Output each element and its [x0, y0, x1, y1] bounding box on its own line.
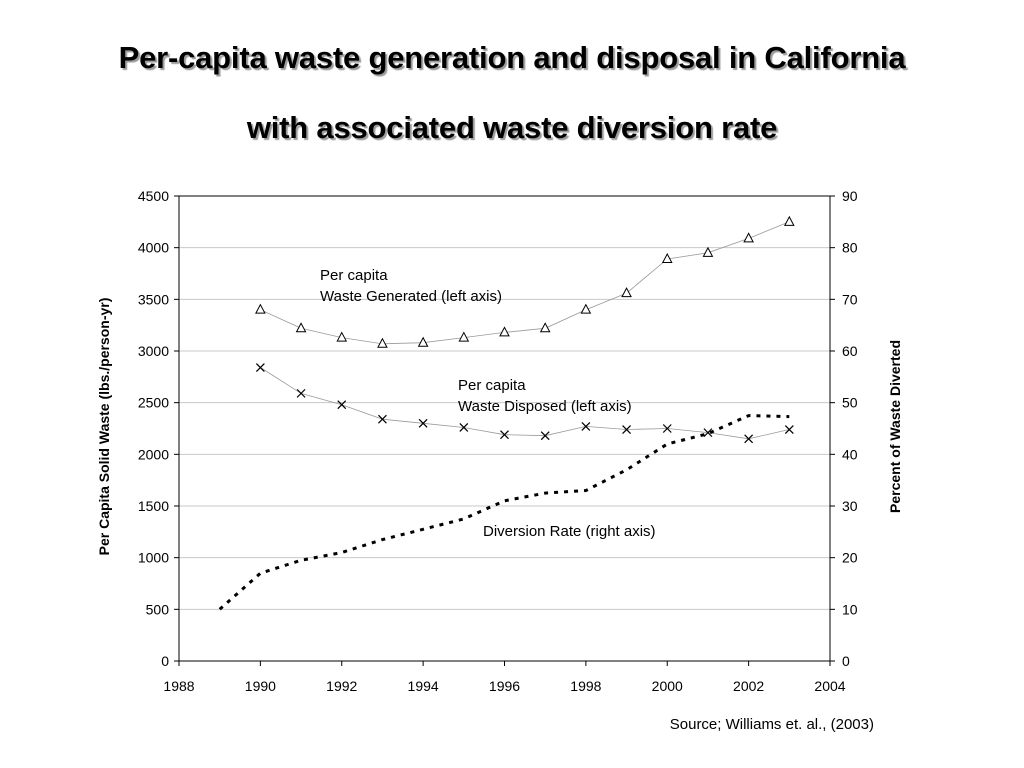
data-point-x — [459, 423, 469, 432]
series-label-2: Per capita Waste Disposed (left axis) — [458, 377, 632, 415]
y-tick-label-right: 0 — [842, 653, 850, 669]
series-layer — [218, 215, 795, 611]
y-tick-label-left: 1500 — [138, 498, 169, 514]
data-point-x-stroke — [459, 423, 469, 432]
y-tick-label-left: 4500 — [138, 188, 169, 204]
series-label-line: Diversion Rate (right axis) — [483, 523, 656, 540]
data-point-x — [500, 430, 509, 440]
data-point-x-stroke — [255, 363, 265, 372]
y-tick-label-right: 10 — [842, 601, 858, 617]
axes: 0 500 1000 1500 2000 2500 3000 3500 4000 4500 0 10 2… — [138, 188, 858, 694]
data-point-x — [744, 434, 754, 444]
data-point-x — [662, 424, 672, 433]
y-tick-label-left: 0 — [161, 653, 169, 669]
y-tick-label-right: 80 — [842, 240, 858, 256]
data-point-triangle — [255, 303, 266, 314]
data-point-x-stroke — [378, 414, 387, 424]
y-tick-label-right: 90 — [842, 188, 858, 204]
data-point-triangle — [499, 326, 510, 337]
series-2 — [255, 363, 794, 444]
data-point-x — [703, 428, 713, 438]
y-tick-label-right: 20 — [842, 550, 858, 566]
y-tick-label-left: 1000 — [138, 550, 169, 566]
data-point-x-stroke — [296, 388, 306, 398]
y-tick-label-right: 40 — [842, 446, 858, 462]
data-point-x — [540, 431, 550, 441]
x-tick-label: 1998 — [570, 678, 601, 694]
series-line — [260, 367, 790, 440]
data-point-x-stroke — [500, 430, 509, 440]
data-point-x — [255, 363, 265, 372]
data-point-x-stroke — [337, 400, 347, 410]
chart-title-line2: with associated waste diversion rate — [246, 110, 778, 145]
data-point-x — [622, 425, 631, 434]
data-point-triangle — [417, 336, 429, 347]
data-point-triangle — [336, 331, 348, 342]
data-point-x — [337, 400, 347, 410]
y-tick-label-left: 3500 — [138, 291, 169, 307]
y-tick-label-right: 60 — [842, 343, 858, 359]
data-point-x-stroke — [581, 422, 591, 431]
series-label-1: Per capita Waste Generated (left axis) — [320, 267, 502, 305]
x-tick-label: 1994 — [408, 678, 439, 694]
y-tick-label-right: 70 — [842, 291, 858, 307]
series-label-line: Per capita — [458, 377, 526, 394]
y-tick-label-right: 50 — [842, 395, 858, 411]
x-tick-label: 2000 — [652, 678, 683, 694]
data-point-triangle — [621, 287, 632, 298]
series-label-line: Waste Generated (left axis) — [320, 288, 502, 305]
data-point-triangle — [539, 322, 551, 333]
data-point-x-stroke — [662, 424, 672, 433]
data-point-x — [378, 414, 387, 424]
plot-frame — [178, 195, 831, 662]
y-tick-label-right: 30 — [842, 498, 858, 514]
data-point-x-stroke — [418, 418, 428, 428]
y-axis-label-left: Per Capita Solid Waste (lbs./person-yr) — [96, 298, 112, 556]
data-point-triangle — [702, 246, 714, 257]
data-point-x-stroke — [622, 425, 631, 434]
gridlines — [179, 247, 830, 610]
series-line — [260, 221, 790, 345]
data-point-x — [296, 388, 306, 398]
data-point-x — [418, 418, 428, 428]
y-tick-label-left: 3000 — [138, 343, 169, 359]
data-point-x — [581, 422, 591, 431]
series-3 — [218, 414, 790, 611]
source-note: Source; Williams et. al., (2003) — [669, 716, 874, 733]
data-point-triangle — [783, 215, 795, 226]
x-tick-label: 2002 — [733, 678, 764, 694]
data-point-x-stroke — [703, 428, 713, 438]
chart-title-line1: Per-capita waste generation and disposal… — [118, 40, 906, 75]
series-label-line: Waste Disposed (left axis) — [458, 398, 632, 415]
x-tick-label: 1992 — [326, 678, 357, 694]
series-label-line: Per capita — [320, 267, 388, 284]
data-point-triangle — [458, 331, 470, 342]
y-tick-label-left: 500 — [146, 601, 170, 617]
data-point-x — [784, 425, 794, 434]
data-point-triangle — [580, 303, 592, 314]
x-tick-label: 1996 — [489, 678, 520, 694]
data-point-x-stroke — [784, 425, 794, 434]
data-point-triangle — [743, 232, 754, 243]
x-tick-label: 2004 — [814, 678, 845, 694]
data-point-x-stroke — [540, 431, 550, 441]
series-labels: Per capita Waste Generated (left axis)Per… — [320, 267, 656, 540]
y-tick-label-left: 2500 — [138, 395, 169, 411]
x-tick-label: 1988 — [163, 678, 194, 694]
data-point-triangle — [661, 252, 673, 264]
y-axis-label-right: Percent of Waste Diverted — [887, 340, 903, 513]
series-line — [218, 414, 790, 611]
data-point-triangle — [377, 337, 388, 348]
y-tick-label-left: 2000 — [138, 446, 169, 462]
data-point-x-stroke — [744, 434, 754, 444]
series-1 — [255, 215, 795, 348]
y-tick-label-left: 4000 — [138, 240, 169, 256]
x-tick-label: 1990 — [245, 678, 276, 694]
data-point-triangle — [295, 322, 307, 333]
series-label-3: Diversion Rate (right axis) — [483, 523, 656, 540]
